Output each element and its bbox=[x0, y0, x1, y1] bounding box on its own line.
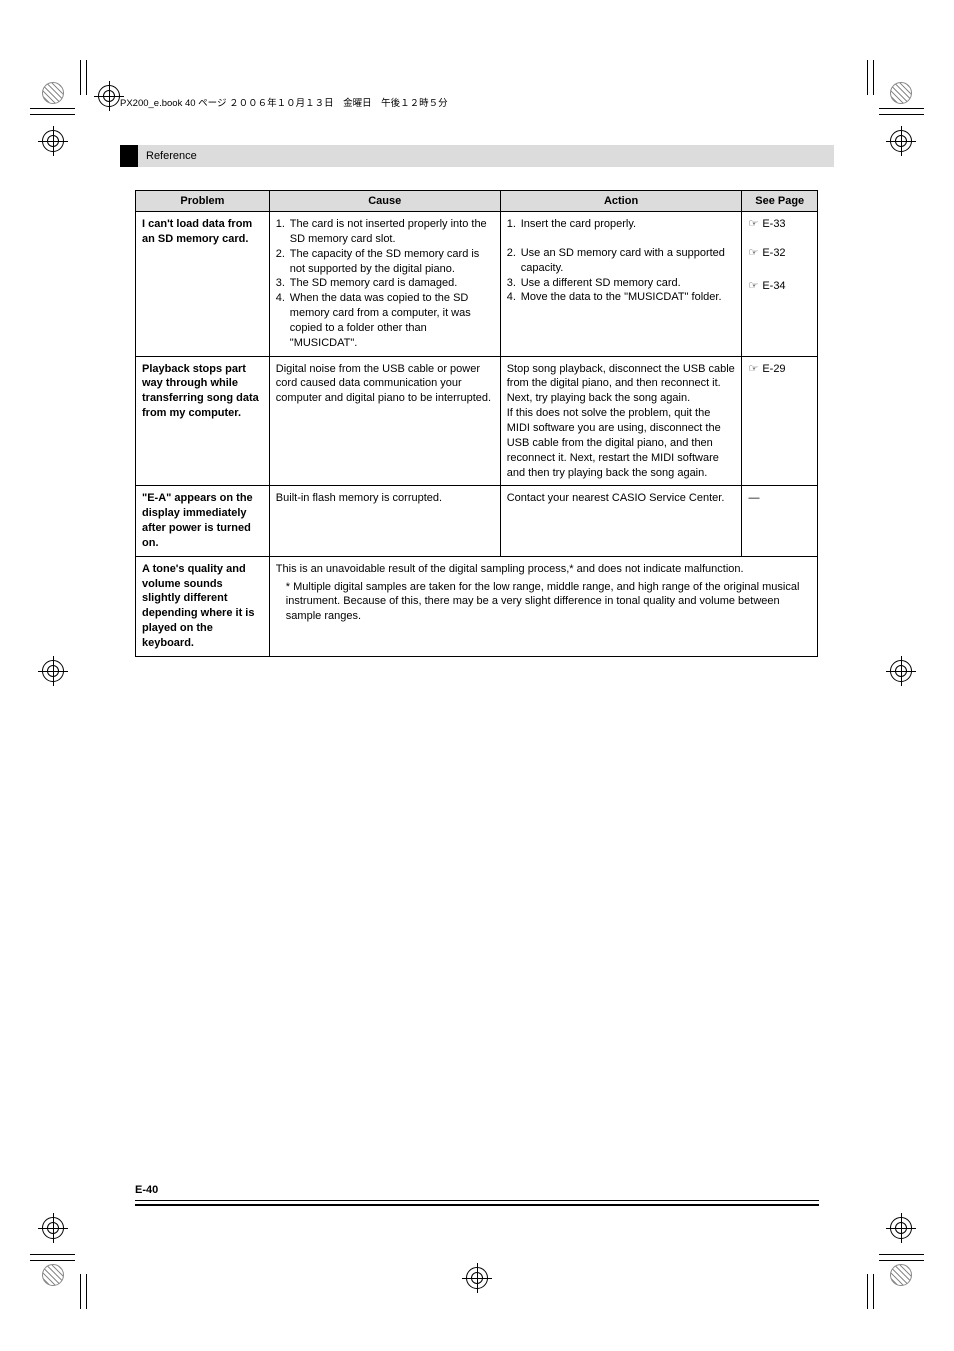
cell-problem: I can't load data from an SD memory card… bbox=[136, 212, 270, 357]
col-header-action: Action bbox=[500, 191, 742, 212]
reg-mark-mid-right-target bbox=[890, 660, 912, 682]
cell-see-page: — bbox=[742, 486, 818, 556]
action-item: Use a different SD memory card. bbox=[521, 276, 736, 291]
section-header-label: Reference bbox=[146, 150, 197, 162]
col-header-problem: Problem bbox=[136, 191, 270, 212]
cell-action: Contact your nearest CASIO Service Cente… bbox=[500, 486, 742, 556]
page-meta-text: PX200_e.book 40 ページ ２００６年１０月１３日 金曜日 午後１２… bbox=[120, 95, 448, 109]
page-ref: E-34 bbox=[762, 279, 785, 294]
table-header-row: Problem Cause Action See Page bbox=[136, 191, 818, 212]
troubleshoot-table: Problem Cause Action See Page I can't lo… bbox=[135, 190, 818, 657]
cell-cause: 1.The card is not inserted properly into… bbox=[269, 212, 500, 357]
cell-see-page: ☞ E-29 bbox=[742, 356, 818, 486]
table-row: A tone's quality and volume sounds sligh… bbox=[136, 556, 818, 656]
col-header-cause: Cause bbox=[269, 191, 500, 212]
trim-top-left bbox=[70, 60, 130, 120]
table-row: "E-A" appears on the display immediately… bbox=[136, 486, 818, 556]
cell-merged-note: This is an unavoidable result of the dig… bbox=[269, 556, 817, 656]
page-ref: E-29 bbox=[762, 362, 785, 377]
merged-note-bullet: Multiple digital samples are taken for t… bbox=[286, 581, 800, 623]
cell-cause: Built-in flash memory is corrupted. bbox=[269, 486, 500, 556]
cause-item: The card is not inserted properly into t… bbox=[290, 217, 494, 247]
section-header-bar: Reference bbox=[120, 145, 834, 167]
reg-mark-bottom-left-target bbox=[42, 1217, 64, 1239]
trim-bottom-right bbox=[824, 1249, 884, 1309]
reg-mark-top-left-hatch bbox=[42, 82, 64, 104]
cause-item: The SD memory card is damaged. bbox=[290, 276, 494, 291]
table-row: Playback stops part way through while tr… bbox=[136, 356, 818, 486]
hand-icon: ☞ bbox=[748, 217, 758, 232]
trim-top-right bbox=[824, 60, 884, 120]
cell-problem: "E-A" appears on the display immediately… bbox=[136, 486, 270, 556]
cell-problem: A tone's quality and volume sounds sligh… bbox=[136, 556, 270, 656]
cell-problem: Playback stops part way through while tr… bbox=[136, 356, 270, 486]
page-meta-line: PX200_e.book 40 ページ ２００６年１０月１３日 金曜日 午後１２… bbox=[120, 95, 448, 109]
hand-icon: ☞ bbox=[748, 279, 758, 294]
reg-mark-bottom-center-target bbox=[466, 1267, 488, 1289]
cell-cause: Digital noise from the USB cable or powe… bbox=[269, 356, 500, 486]
page-number: E-40 bbox=[135, 1184, 819, 1196]
reg-mark-bottom-right-hatch bbox=[890, 1264, 912, 1286]
col-header-see-page: See Page bbox=[742, 191, 818, 212]
merged-note-main: This is an unavoidable result of the dig… bbox=[276, 563, 744, 575]
reg-mark-bottom-left-hatch bbox=[42, 1264, 64, 1286]
reg-mark-top-left-target bbox=[42, 130, 64, 152]
page-ref: E-33 bbox=[762, 217, 785, 232]
action-item: Move the data to the "MUSICDAT" folder. bbox=[521, 290, 736, 305]
reg-mark-top-right-target bbox=[890, 130, 912, 152]
trim-bottom-left bbox=[70, 1249, 130, 1309]
action-item: Use an SD memory card with a supported c… bbox=[521, 246, 736, 276]
footer-rule bbox=[135, 1200, 819, 1206]
hand-icon: ☞ bbox=[748, 246, 758, 261]
page-footer: E-40 bbox=[135, 1184, 819, 1206]
page-ref: E-32 bbox=[762, 246, 785, 261]
reg-mark-top-right-hatch bbox=[890, 82, 912, 104]
cell-see-page: ☞ E-33 ☞ E-32 ☞ E-34 bbox=[742, 212, 818, 357]
cell-action: 1.Insert the card properly. 2.Use an SD … bbox=[500, 212, 742, 357]
reg-mark-bottom-right-target bbox=[890, 1217, 912, 1239]
hand-icon: ☞ bbox=[748, 362, 758, 377]
cell-action: Stop song playback, disconnect the USB c… bbox=[500, 356, 742, 486]
table-row: I can't load data from an SD memory card… bbox=[136, 212, 818, 357]
section-header-tab bbox=[120, 145, 138, 167]
reg-mark-mid-left-target bbox=[42, 660, 64, 682]
cause-item: When the data was copied to the SD memor… bbox=[290, 291, 494, 350]
cause-item: The capacity of the SD memory card is no… bbox=[290, 247, 494, 277]
action-item: Insert the card properly. bbox=[521, 217, 736, 232]
